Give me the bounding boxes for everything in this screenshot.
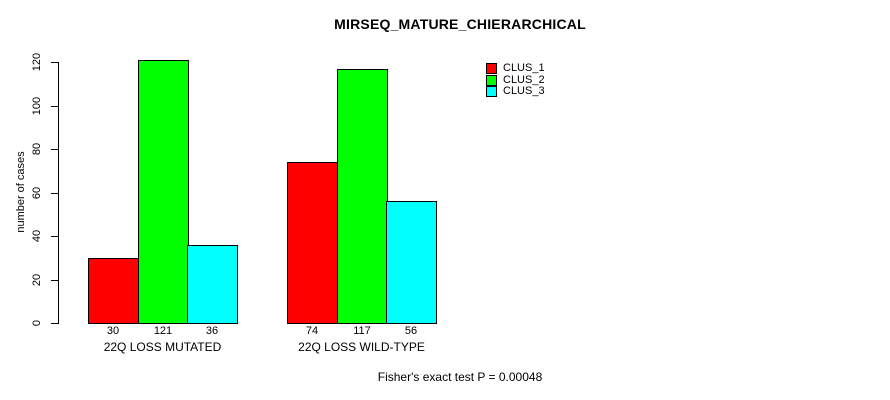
bar-value-label: 117 — [353, 325, 371, 337]
bar-value-label: 30 — [106, 325, 120, 337]
legend: CLUS_1 CLUS_2 CLUS_3 — [486, 63, 545, 98]
legend-swatch-icon — [486, 63, 497, 75]
bar-value-label: 74 — [305, 325, 319, 337]
group-label: 22Q LOSS WILD-TYPE — [298, 340, 425, 354]
chart-title: MIRSEQ_MATURE_CHIERARCHICAL — [334, 16, 586, 32]
legend-swatch-icon — [486, 86, 497, 98]
y-tick-mark — [51, 106, 58, 107]
y-tick-mark — [51, 236, 58, 237]
y-tick-label: 100 — [31, 96, 43, 116]
legend-label: CLUS_1 — [503, 62, 545, 75]
y-tick-label: 80 — [31, 142, 43, 156]
bar-clus_1-group1 — [88, 258, 139, 324]
y-tick-label: 60 — [31, 186, 43, 200]
y-tick-mark — [51, 193, 58, 194]
annotation-text: Fisher's exact test P = 0.00048 — [377, 370, 543, 384]
legend-item-clus_2: CLUS_2 — [486, 73, 545, 87]
legend-label: CLUS_3 — [503, 85, 545, 98]
legend-swatch-icon — [486, 74, 497, 86]
y-tick-mark — [51, 280, 58, 281]
y-tick-label: 120 — [31, 52, 43, 72]
bar-clus_2-group2 — [337, 69, 388, 324]
y-tick-mark — [51, 149, 58, 150]
bar-clus_3-group2 — [386, 201, 437, 324]
y-tick-label: 40 — [31, 229, 43, 243]
legend-label: CLUS_2 — [503, 73, 545, 86]
y-tick-label: 20 — [31, 273, 43, 287]
bar-clus_3-group1 — [187, 245, 238, 324]
bar-clus_2-group1 — [138, 60, 189, 324]
legend-item-clus_3: CLUS_3 — [486, 86, 545, 98]
y-axis-label: number of cases — [15, 151, 27, 233]
group-label: 22Q LOSS MUTATED — [103, 340, 222, 354]
bar-value-label: 36 — [205, 325, 219, 337]
legend-item-clus_1: CLUS_1 — [486, 63, 545, 75]
bar-value-label: 121 — [153, 325, 173, 337]
bar-clus_1-group2 — [287, 162, 338, 324]
y-axis-line — [58, 62, 59, 324]
y-tick-mark — [51, 323, 58, 324]
bar-value-label: 56 — [404, 325, 418, 337]
y-tick-label: 0 — [31, 319, 43, 327]
y-tick-mark — [51, 62, 58, 63]
